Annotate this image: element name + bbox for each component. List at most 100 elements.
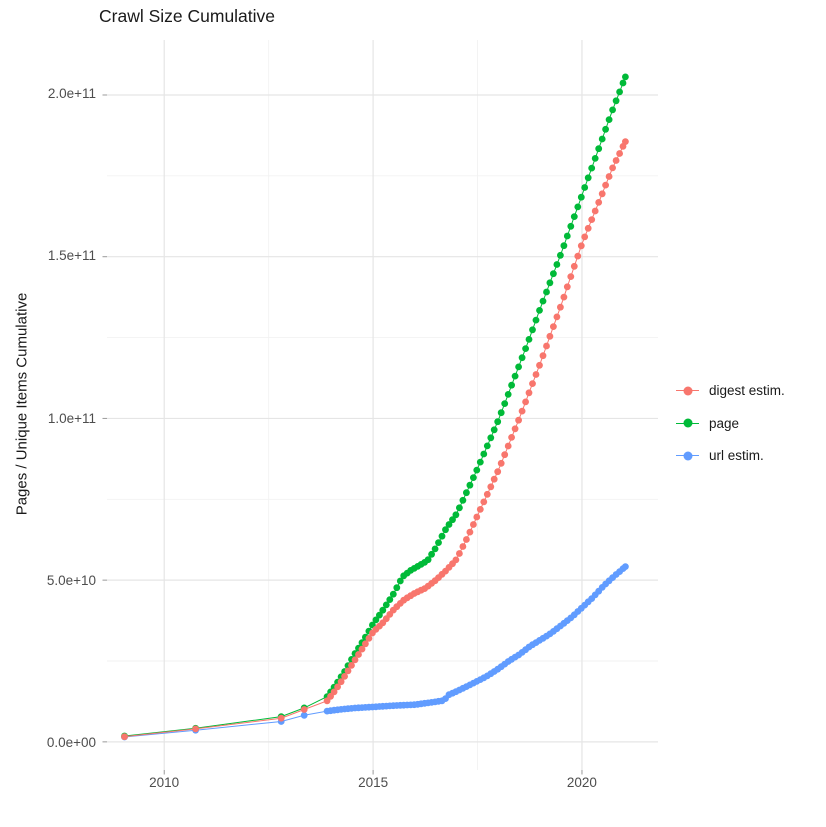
series-point-page — [480, 450, 488, 458]
chart-title: Crawl Size Cumulative — [99, 6, 276, 26]
series-point-page — [612, 97, 620, 105]
series-point-page — [581, 184, 589, 191]
series-point-page — [529, 326, 536, 334]
series-point-digest-estim- — [518, 407, 526, 415]
legend-item-digest-estim: digest estim. — [676, 380, 785, 401]
x-tick-label-2020: 2020 — [566, 775, 597, 790]
series-point-digest-estim- — [616, 150, 623, 157]
series-point-page — [616, 88, 623, 96]
series-point-page — [442, 526, 449, 534]
series-point-digest-estim- — [577, 242, 585, 250]
series-point-digest-estim- — [539, 352, 547, 360]
series-point-page — [424, 556, 432, 564]
series-point-digest-estim- — [574, 252, 582, 260]
series-point-page — [560, 242, 568, 250]
series-point-page — [490, 426, 498, 434]
series-point-digest-estim- — [480, 498, 488, 506]
y-axis-title: Pages / Unique Items Cumulative — [13, 292, 31, 516]
series-point-page — [609, 106, 616, 114]
series-point-digest-estim- — [567, 273, 575, 280]
series-point-page — [591, 155, 599, 162]
series-line-url-estim- — [124, 566, 626, 738]
series-point-digest-estim- — [337, 678, 345, 686]
series-point-page — [619, 79, 627, 87]
series-point-page — [483, 442, 491, 450]
series-point-digest-estim- — [334, 683, 341, 691]
series-point-page — [595, 145, 603, 153]
series-point-page — [532, 316, 540, 324]
series-point-digest-estim- — [598, 190, 606, 198]
series-point-page — [470, 474, 477, 481]
series-point-digest-estim- — [546, 332, 554, 340]
series-point-digest-estim- — [602, 181, 609, 189]
series-point-digest-estim- — [476, 506, 484, 513]
legend-item-url-estim: url estim. — [676, 445, 785, 466]
series-point-page — [396, 577, 404, 585]
series-point-digest-estim- — [553, 313, 561, 321]
series-point-digest-estim- — [605, 173, 613, 180]
series-point-digest-estim- — [192, 725, 200, 733]
series-point-digest-estim- — [341, 673, 348, 680]
series-point-page — [546, 279, 554, 287]
series-point-digest-estim- — [612, 157, 620, 164]
series-point-digest-estim- — [473, 513, 481, 521]
series-point-digest-estim- — [591, 207, 599, 215]
series-point-digest-estim- — [300, 706, 308, 713]
series-point-digest-estim- — [494, 468, 502, 476]
legend-label: digest estim. — [709, 383, 785, 398]
series-point-page — [588, 164, 596, 172]
legend-item-page: page — [676, 413, 785, 434]
series-point-page — [497, 409, 505, 417]
series-point-page — [557, 251, 564, 259]
series-point-page — [518, 354, 526, 362]
series-point-digest-estim- — [470, 521, 477, 528]
series-point-digest-estim- — [487, 483, 495, 491]
series-point-digest-estim- — [466, 528, 474, 536]
series-point-digest-estim- — [490, 475, 498, 483]
series-point-page — [445, 521, 453, 528]
series-point-page — [553, 261, 561, 268]
series-point-digest-estim- — [525, 389, 533, 397]
page-key-icon — [676, 413, 699, 434]
series-line-digest-estim- — [124, 141, 626, 738]
series-point-digest-estim- — [563, 283, 571, 291]
series-point-page — [382, 601, 390, 609]
series-point-page — [494, 418, 502, 426]
series-point-digest-estim- — [543, 342, 550, 350]
legend-label: url estim. — [709, 448, 764, 463]
series-point-digest-estim- — [550, 323, 557, 330]
y-tick-label-15e11: 1.5e+11 — [47, 248, 96, 264]
series-point-page — [379, 606, 387, 614]
series-point-page — [386, 596, 394, 603]
y-tick-label-1e11: 1.0e+11 — [47, 410, 96, 426]
series-point-digest-estim- — [351, 656, 359, 664]
series-point-digest-estim- — [515, 416, 522, 424]
series-point-page — [372, 616, 380, 624]
series-point-page — [389, 590, 397, 598]
series-point-digest-estim- — [344, 667, 352, 675]
series-point-page — [511, 372, 519, 380]
series-point-page — [605, 116, 613, 123]
series-point-digest-estim- — [508, 434, 515, 441]
series-point-page — [622, 73, 629, 81]
series-point-page — [567, 222, 575, 230]
series-point-digest-estim- — [277, 714, 285, 722]
series-point-digest-estim- — [504, 442, 512, 450]
series-point-page — [428, 550, 435, 558]
series-point-page — [550, 270, 557, 278]
legend-label: page — [709, 415, 740, 431]
series-point-page — [525, 336, 533, 343]
digest-estim-key-icon — [676, 380, 699, 401]
series-point-page — [456, 504, 463, 512]
series-point-digest-estim- — [557, 303, 564, 311]
series-point-digest-estim- — [483, 490, 491, 498]
series-point-page — [574, 203, 582, 211]
series-point-digest-estim- — [463, 536, 470, 543]
series-point-page — [431, 545, 439, 553]
series-point-page — [543, 288, 550, 296]
series-point-page — [584, 174, 592, 182]
series-point-page — [501, 400, 509, 407]
series-point-page — [536, 307, 543, 314]
series-point-page — [515, 363, 522, 371]
